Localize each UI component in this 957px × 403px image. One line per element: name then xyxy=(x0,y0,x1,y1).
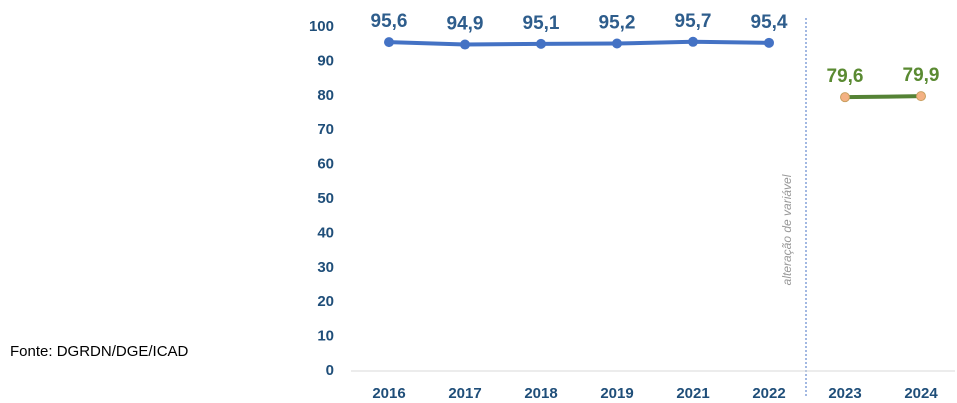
data-label: 95,6 xyxy=(371,11,408,32)
marker xyxy=(764,37,774,48)
x-tick-label: 2019 xyxy=(600,385,633,402)
y-tick-label: 90 xyxy=(317,52,334,69)
data-label: 94,9 xyxy=(447,14,484,35)
marker xyxy=(840,92,850,103)
x-tick-label: 2024 xyxy=(904,385,938,402)
x-tick-label: 2018 xyxy=(524,385,557,402)
y-tick-label: 80 xyxy=(317,87,334,104)
x-tick-label: 2022 xyxy=(752,385,785,402)
x-tick-label: 2017 xyxy=(448,385,481,402)
x-tick-label: 2016 xyxy=(372,385,405,402)
series-line xyxy=(844,94,922,100)
data-label: 95,1 xyxy=(523,13,560,34)
y-tick-label: 30 xyxy=(317,259,334,276)
y-tick-label: 100 xyxy=(309,18,334,35)
source-note: Fonte: DGRDN/DGE/ICAD xyxy=(10,343,189,360)
y-tick-label: 20 xyxy=(317,293,334,310)
data-label: 95,2 xyxy=(599,13,636,34)
y-tick-label: 0 xyxy=(326,362,334,379)
marker xyxy=(536,38,546,49)
y-tick-label: 60 xyxy=(317,156,334,173)
marker xyxy=(688,36,698,47)
series-line xyxy=(388,39,770,47)
data-label: 79,6 xyxy=(827,66,864,87)
data-label: 95,7 xyxy=(675,11,712,32)
y-tick-label: 40 xyxy=(317,224,334,241)
x-tick-label: 2021 xyxy=(676,385,709,402)
x-tick-label: 2023 xyxy=(828,385,861,402)
data-label: 95,4 xyxy=(751,12,788,33)
y-tick-label: 10 xyxy=(317,328,334,345)
marker xyxy=(460,39,470,50)
marker xyxy=(916,91,926,102)
annotation: alteração de variável xyxy=(780,174,794,285)
data-label: 79,9 xyxy=(903,65,940,86)
y-tick-label: 70 xyxy=(317,121,334,138)
marker xyxy=(384,37,394,48)
y-tick-label: 50 xyxy=(317,190,334,207)
marker xyxy=(612,38,622,49)
